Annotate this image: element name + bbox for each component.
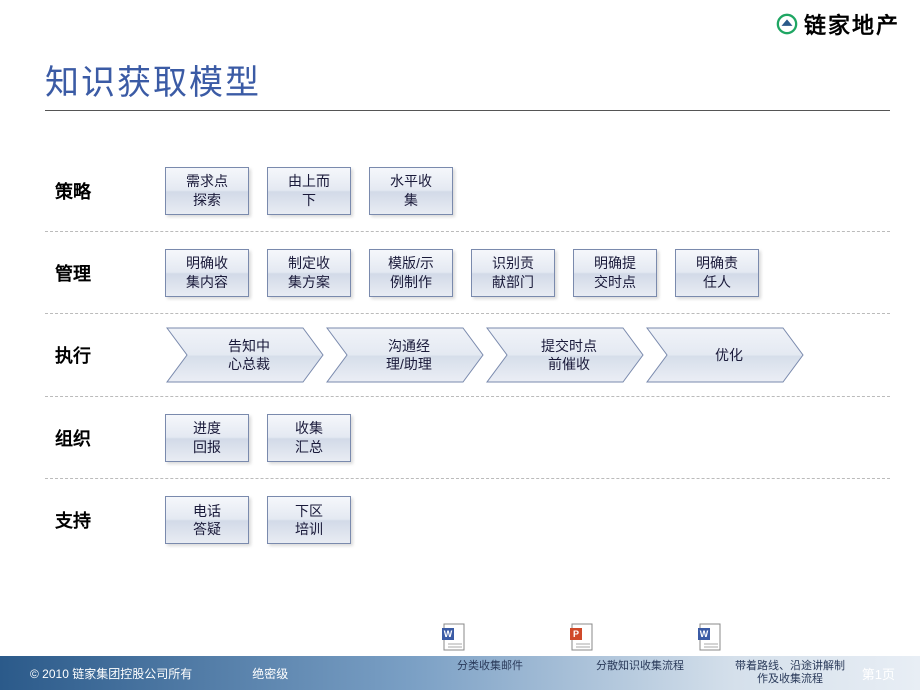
- title-underline: [45, 110, 890, 111]
- ppt-doc-icon: P: [568, 622, 596, 654]
- box: 进度回报: [165, 414, 249, 462]
- row-label: 管理: [45, 260, 165, 286]
- chevron: 提交时点前催收: [485, 326, 645, 384]
- box: 由上而下: [267, 167, 351, 215]
- box: 模版/示例制作: [369, 249, 453, 297]
- row-management: 管理 明确收集内容 制定收集方案 模版/示例制作 识别贡献部门 明确提交时点 明…: [45, 232, 890, 314]
- box: 水平收集: [369, 167, 453, 215]
- row-items: 需求点探索 由上而下 水平收集: [165, 167, 453, 215]
- footer-link: 带着路线、沿途讲解制作及收集流程: [730, 660, 850, 686]
- box: 识别贡献部门: [471, 249, 555, 297]
- box: 制定收集方案: [267, 249, 351, 297]
- row-items: 电话答疑 下区培训: [165, 496, 351, 544]
- word-doc-icon: W: [696, 622, 724, 654]
- row-items: 明确收集内容 制定收集方案 模版/示例制作 识别贡献部门 明确提交时点 明确责任…: [165, 249, 759, 297]
- footer-doc-icons: W P W: [440, 622, 724, 654]
- footer-copyright: © 2010 链家集团控股公司所有: [0, 665, 192, 682]
- footer-page: 第1页: [862, 664, 895, 683]
- box: 收集汇总: [267, 414, 351, 462]
- box: 电话答疑: [165, 496, 249, 544]
- chevron-text: 优化: [693, 346, 757, 364]
- row-label: 执行: [45, 342, 165, 368]
- row-support: 支持 电话答疑 下区培训: [45, 479, 890, 561]
- word-doc-icon: W: [440, 622, 468, 654]
- chevron: 沟通经理/助理: [325, 326, 485, 384]
- chevron-text: 提交时点前催收: [519, 337, 611, 373]
- box: 下区培训: [267, 496, 351, 544]
- row-items: 进度回报 收集汇总: [165, 414, 351, 462]
- row-execution: 执行 告知中心总裁 沟通经理/助理: [45, 314, 890, 397]
- footer-links: 分类收集邮件 分散知识收集流程 带着路线、沿途讲解制作及收集流程: [430, 660, 850, 686]
- footer-secret: 绝密级: [192, 665, 288, 682]
- chevron-group: 告知中心总裁 沟通经理/助理 提交时点前催收 优化: [165, 326, 805, 384]
- box: 明确收集内容: [165, 249, 249, 297]
- diagram-rows: 策略 需求点探索 由上而下 水平收集 管理 明确收集内容 制定收集方案 模版/示…: [45, 150, 890, 561]
- logo-icon: [776, 13, 798, 35]
- footer-bar: © 2010 链家集团控股公司所有 绝密级 分类收集邮件 分散知识收集流程 带着…: [0, 656, 920, 690]
- svg-text:W: W: [444, 629, 453, 639]
- logo-text: 链家地产: [804, 8, 900, 40]
- footer-link: 分类收集邮件: [430, 660, 550, 686]
- chevron-text: 沟通经理/助理: [364, 337, 446, 373]
- row-organization: 组织 进度回报 收集汇总: [45, 397, 890, 479]
- box: 明确责任人: [675, 249, 759, 297]
- chevron: 优化: [645, 326, 805, 384]
- box: 明确提交时点: [573, 249, 657, 297]
- brand-header: 链家地产: [776, 8, 900, 40]
- svg-text:P: P: [573, 629, 579, 639]
- row-strategy: 策略 需求点探索 由上而下 水平收集: [45, 150, 890, 232]
- row-label: 组织: [45, 425, 165, 451]
- footer-link: 分散知识收集流程: [580, 660, 700, 686]
- chevron-text: 告知中心总裁: [206, 337, 284, 373]
- page-title: 知识获取模型: [45, 55, 261, 104]
- chevron: 告知中心总裁: [165, 326, 325, 384]
- row-label: 支持: [45, 507, 165, 533]
- svg-text:W: W: [700, 629, 709, 639]
- row-label: 策略: [45, 178, 165, 204]
- box: 需求点探索: [165, 167, 249, 215]
